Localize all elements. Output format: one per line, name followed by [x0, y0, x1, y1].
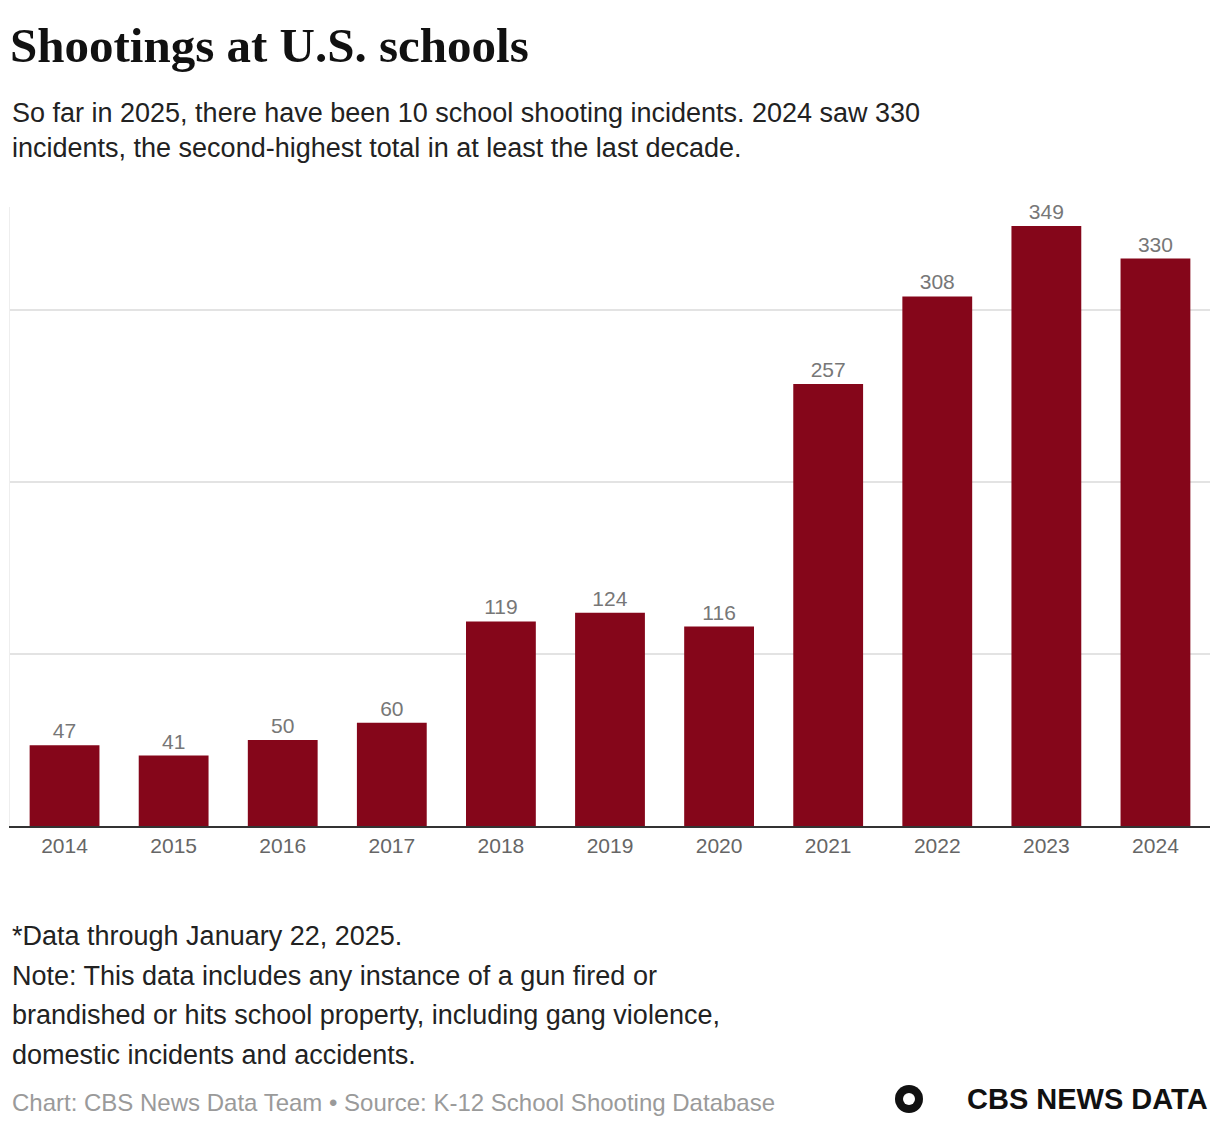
svg-text:60: 60: [380, 697, 403, 720]
svg-text:CBS NEWS DATA: CBS NEWS DATA: [967, 1083, 1208, 1115]
svg-text:2024: 2024: [1132, 834, 1179, 857]
svg-text:Chart: CBS News Data Team • So: Chart: CBS News Data Team • Source: K-12…: [12, 1089, 775, 1116]
svg-text:116: 116: [702, 601, 735, 624]
svg-text:2015: 2015: [150, 834, 197, 857]
svg-text:incidents, the second-highest: incidents, the second-highest total in a…: [12, 133, 741, 163]
svg-text:Note: This data includes any i: Note: This data includes any instance of…: [12, 961, 657, 991]
svg-text:So far in 2025, there have bee: So far in 2025, there have been 10 schoo…: [12, 98, 920, 128]
svg-text:330: 330: [1138, 233, 1173, 256]
svg-text:41: 41: [162, 730, 185, 753]
svg-text:2014: 2014: [41, 834, 88, 857]
svg-text:124: 124: [592, 587, 627, 610]
svg-text:2022: 2022: [914, 834, 961, 857]
svg-text:50: 50: [271, 714, 294, 737]
svg-text:257: 257: [811, 358, 846, 381]
svg-text:2018: 2018: [478, 834, 525, 857]
svg-text:308: 308: [920, 270, 955, 293]
svg-text:brandished or hits school prop: brandished or hits school property, incl…: [12, 1000, 720, 1030]
svg-text:2017: 2017: [368, 834, 415, 857]
svg-text:2023: 2023: [1023, 834, 1070, 857]
svg-text:47: 47: [53, 719, 76, 742]
svg-text:Shootings at U.S. schools: Shootings at U.S. schools: [10, 18, 529, 73]
svg-text:*Data through January 22, 2025: *Data through January 22, 2025.: [12, 921, 402, 951]
svg-text:domestic incidents and acciden: domestic incidents and accidents.: [12, 1040, 416, 1070]
svg-text:119: 119: [484, 595, 517, 618]
svg-text:2019: 2019: [587, 834, 634, 857]
svg-text:2021: 2021: [805, 834, 852, 857]
svg-text:2020: 2020: [696, 834, 743, 857]
svg-text:2016: 2016: [259, 834, 306, 857]
svg-text:349: 349: [1029, 200, 1064, 223]
